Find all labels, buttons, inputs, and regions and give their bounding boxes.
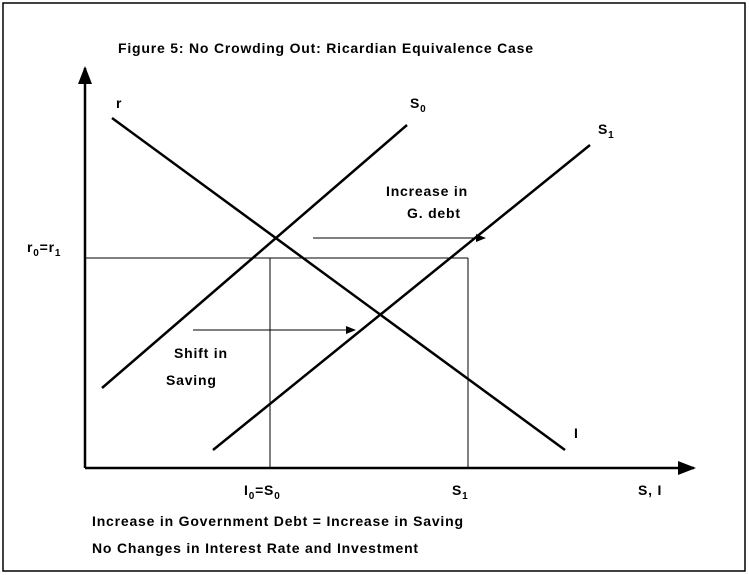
x-label: I0=S0	[244, 482, 281, 502]
label-part: 1	[608, 130, 614, 141]
label-part: I	[244, 482, 249, 498]
x-label: S1	[452, 482, 469, 502]
curve-label: I	[574, 425, 579, 441]
annotation: Saving	[166, 372, 217, 388]
label-part: 1	[462, 491, 468, 502]
label-part: S	[598, 121, 608, 137]
curve-label: S0	[410, 95, 427, 115]
label-part: S, I	[638, 482, 662, 498]
label-part: =r	[40, 239, 55, 255]
label-part: r	[116, 95, 122, 111]
title: Figure 5: No Crowding Out: Ricardian Equ…	[118, 40, 534, 56]
x-axis-label: S, I	[638, 482, 662, 498]
label-part: r	[27, 239, 33, 255]
annotation: Increase in	[386, 183, 468, 199]
label-part: I	[574, 425, 579, 441]
curve-i	[111, 116, 566, 452]
annotation: G. debt	[407, 205, 461, 221]
label-part: 0	[33, 248, 39, 259]
caption: Increase in Government Debt = Increase i…	[92, 513, 464, 529]
curve-label: S1	[598, 121, 615, 141]
label-part: S	[452, 482, 462, 498]
r-label: r0=r1	[27, 239, 61, 259]
label-part: =S	[255, 482, 274, 498]
label-part: 0	[274, 491, 280, 502]
label-part: 0	[420, 104, 426, 115]
curve-s0	[101, 124, 408, 389]
label-part: 0	[249, 491, 255, 502]
caption: No Changes in Interest Rate and Investme…	[92, 540, 419, 556]
y-axis-label: r	[116, 95, 122, 111]
annotation: Shift in	[174, 345, 228, 361]
label-part: 1	[55, 248, 61, 259]
curve-s1	[212, 144, 591, 451]
label-part: S	[410, 95, 420, 111]
